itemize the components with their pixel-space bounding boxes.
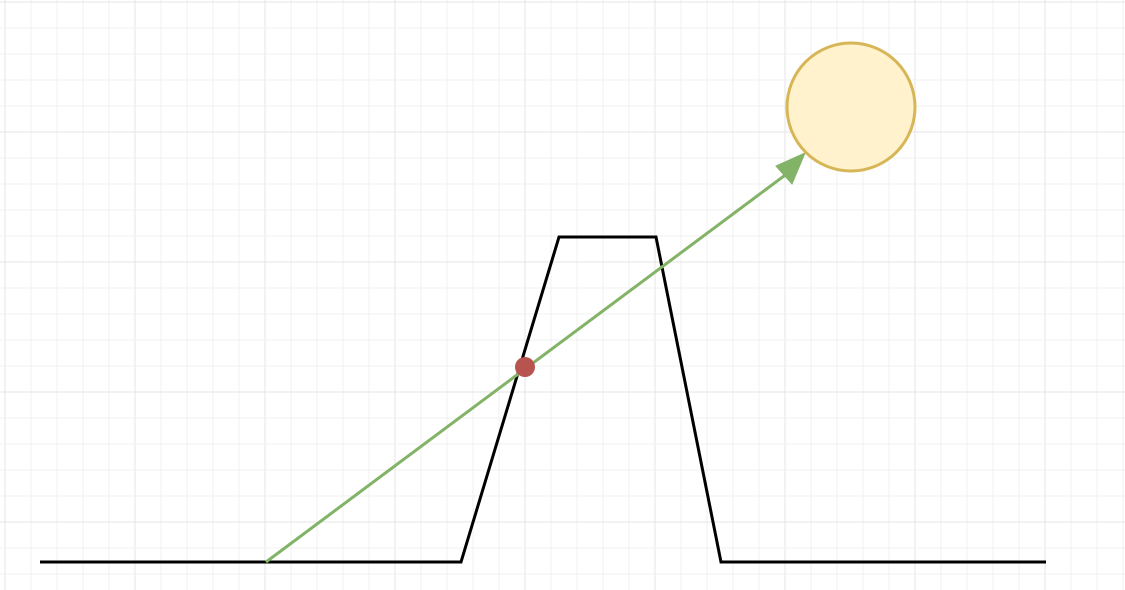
sun-circle[interactable] — [785, 41, 917, 173]
sight-line-arrowhead[interactable] — [775, 152, 806, 185]
intersection-point[interactable] — [515, 357, 535, 377]
terrain-ground-line[interactable] — [40, 235, 1046, 564]
